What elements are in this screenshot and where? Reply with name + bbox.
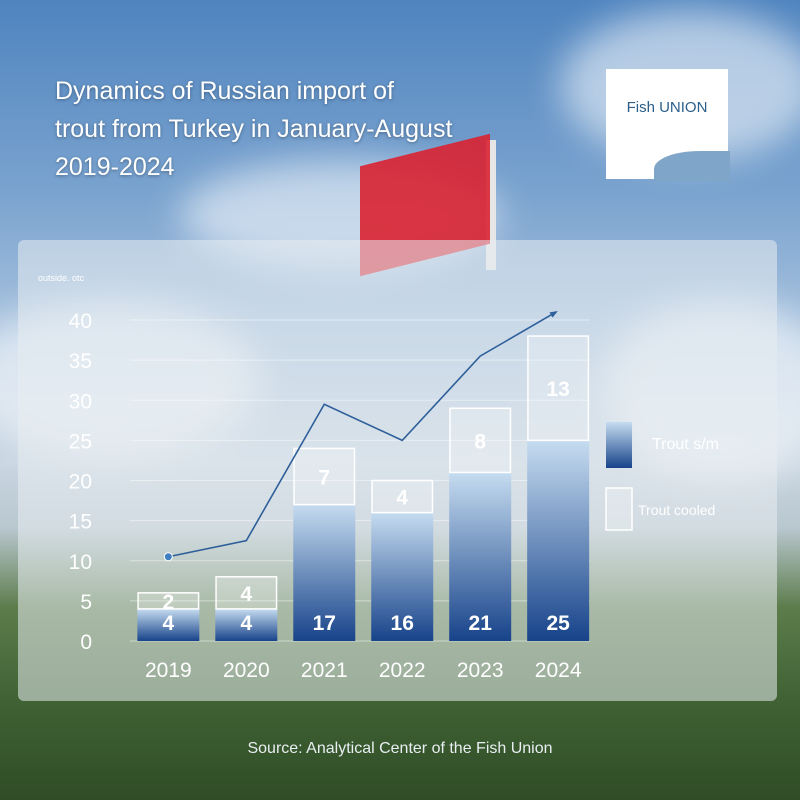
data-label-frozen: 4 — [162, 612, 174, 635]
y-tick-label: 0 — [80, 631, 92, 654]
y-tick-label: 30 — [69, 390, 92, 413]
bar-trout-cooled — [449, 407, 512, 474]
x-tick-label: 2023 — [457, 659, 504, 682]
trend-line — [168, 310, 558, 558]
data-label-cooled: 7 — [318, 466, 330, 489]
data-label-frozen: 21 — [469, 612, 493, 635]
chart-title: Dynamics of Russian import of trout from… — [55, 77, 453, 181]
data-label-cooled: 8 — [474, 430, 486, 453]
y-tick-label: 20 — [69, 471, 92, 494]
bar-trout-cooled — [293, 447, 356, 506]
bar-trout-frozen — [371, 512, 434, 641]
source-note: Source: Analytical Center of the Fish Un… — [247, 740, 553, 757]
data-label-cooled: 2 — [162, 591, 174, 614]
data-label-frozen: 17 — [313, 612, 336, 635]
bar-trout-frozen — [449, 472, 512, 641]
x-tick-label: 2019 — [145, 659, 192, 682]
logo-wave-icon — [654, 151, 730, 181]
bar-trout-frozen — [215, 608, 278, 641]
y-tick-label: 35 — [69, 350, 92, 373]
bar-trout-cooled — [137, 592, 200, 610]
fish-union-logo: Fish UNION — [606, 69, 730, 181]
x-tick-label: 2022 — [379, 659, 426, 682]
data-label-frozen: 4 — [240, 612, 252, 635]
legend-swatch-frozen — [606, 422, 632, 468]
bar-trout-cooled — [371, 479, 434, 514]
y-tick-label: 25 — [69, 430, 92, 453]
legend-label-frozen: Trout s/m — [652, 436, 719, 453]
y-tick-label: 10 — [69, 551, 92, 574]
bar-trout-frozen — [137, 608, 200, 641]
data-label-frozen: 16 — [391, 612, 414, 635]
y-tick-label: 5 — [80, 591, 92, 614]
legend-label-cooled: Trout cooled — [638, 502, 715, 518]
data-label-cooled: 4 — [396, 487, 408, 510]
x-tick-label: 2021 — [301, 659, 348, 682]
bar-trout-cooled — [527, 335, 590, 442]
bar-trout-frozen — [293, 504, 356, 641]
unit-label: outside. otc — [38, 273, 85, 283]
data-label-frozen: 25 — [546, 612, 570, 635]
trend-start-point — [163, 552, 173, 562]
x-tick-label: 2020 — [223, 659, 270, 682]
logo-text: Fish UNION — [626, 99, 708, 116]
bar-trout-frozen — [527, 440, 590, 641]
y-tick-label: 15 — [69, 511, 92, 534]
y-tick-label: 40 — [69, 310, 92, 333]
flag-pole — [486, 140, 496, 270]
legend-swatch-cooled — [605, 487, 633, 531]
bar-trout-cooled — [215, 576, 278, 610]
data-label-cooled: 13 — [546, 378, 569, 401]
data-label-cooled: 4 — [240, 583, 252, 606]
x-tick-label: 2024 — [535, 659, 582, 682]
